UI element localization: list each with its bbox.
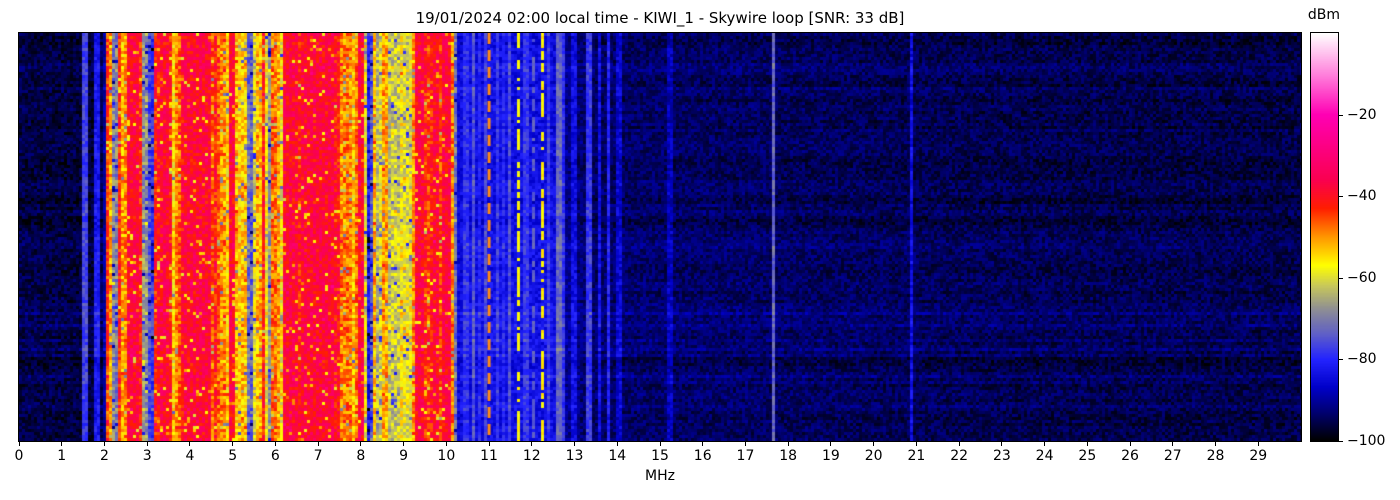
x-tick-mark — [18, 442, 20, 446]
colorbar-tick-label: −60 — [1347, 270, 1377, 286]
x-tick-mark — [360, 442, 362, 446]
x-tick-label: 4 — [185, 448, 195, 464]
colorbar-tick-label: −100 — [1347, 433, 1386, 449]
x-tick-label: 24 — [1035, 448, 1054, 464]
x-tick-label: 26 — [1121, 448, 1139, 464]
x-tick-mark — [574, 442, 576, 446]
x-tick-label: 3 — [142, 448, 152, 464]
x-tick-mark — [189, 442, 191, 446]
x-tick-label: 5 — [228, 448, 238, 464]
x-tick-label: 1 — [57, 448, 67, 464]
x-tick-mark — [915, 442, 917, 446]
x-tick-mark — [958, 442, 960, 446]
x-tick-mark — [403, 442, 405, 446]
x-tick-label: 27 — [1163, 448, 1182, 464]
plot-title: 19/01/2024 02:00 local time - KIWI_1 - S… — [415, 9, 905, 27]
x-tick-label: 15 — [651, 448, 669, 464]
x-tick-mark — [1086, 442, 1088, 446]
x-tick-mark — [702, 442, 704, 446]
x-tick-mark — [873, 442, 875, 446]
x-tick-mark — [445, 442, 447, 446]
x-tick-mark — [616, 442, 618, 446]
colorbar-tick-label: −40 — [1347, 188, 1377, 204]
x-tick-label: 12 — [522, 448, 541, 464]
colorbar-tick-mark — [1339, 359, 1343, 360]
x-tick-mark — [1044, 442, 1046, 446]
x-tick-mark — [531, 442, 533, 446]
x-tick-mark — [274, 442, 276, 446]
x-tick-label: 14 — [608, 448, 627, 464]
x-tick-label: 11 — [480, 448, 498, 464]
x-tick-mark — [744, 442, 746, 446]
x-tick-label: 28 — [1206, 448, 1225, 464]
x-tick-mark — [1257, 442, 1259, 446]
x-tick-mark — [146, 442, 148, 446]
colorbar-tick-label: −80 — [1347, 351, 1377, 367]
waterfall-canvas — [19, 33, 1301, 441]
x-tick-mark — [61, 442, 63, 446]
colorbar-tick-mark — [1339, 115, 1343, 116]
x-tick-mark — [787, 442, 789, 446]
colorbar-tick-mark — [1339, 278, 1343, 279]
colorbar-tick-mark — [1339, 441, 1343, 442]
x-tick-label: 8 — [356, 448, 366, 464]
x-tick-label: 9 — [399, 448, 409, 464]
colorbar-canvas — [1311, 33, 1338, 441]
x-tick-label: 0 — [14, 448, 24, 464]
x-tick-label: 17 — [736, 448, 755, 464]
colorbar-tick-label: −20 — [1347, 107, 1377, 123]
x-tick-label: 7 — [313, 448, 323, 464]
x-tick-label: 20 — [864, 448, 883, 464]
x-tick-label: 6 — [270, 448, 280, 464]
x-tick-label: 25 — [1078, 448, 1097, 464]
x-tick-label: 19 — [822, 448, 840, 464]
x-tick-mark — [232, 442, 234, 446]
x-tick-label: 16 — [693, 448, 712, 464]
x-tick-mark — [830, 442, 832, 446]
x-tick-mark — [1172, 442, 1174, 446]
x-tick-mark — [1001, 442, 1003, 446]
x-tick-label: 21 — [907, 448, 926, 464]
x-tick-mark — [659, 442, 661, 446]
x-tick-label: 18 — [779, 448, 798, 464]
x-axis-label: MHz — [645, 468, 675, 484]
x-tick-label: 22 — [950, 448, 969, 464]
x-tick-label: 23 — [992, 448, 1011, 464]
colorbar-tick-mark — [1339, 196, 1343, 197]
x-tick-label: 13 — [565, 448, 584, 464]
x-tick-mark — [1129, 442, 1131, 446]
x-tick-mark — [103, 442, 105, 446]
x-tick-label: 29 — [1249, 448, 1268, 464]
x-tick-mark — [488, 442, 490, 446]
x-tick-label: 2 — [99, 448, 109, 464]
x-tick-mark — [317, 442, 319, 446]
x-tick-mark — [1215, 442, 1217, 446]
x-tick-label: 10 — [437, 448, 456, 464]
colorbar-label: dBm — [1307, 7, 1341, 23]
